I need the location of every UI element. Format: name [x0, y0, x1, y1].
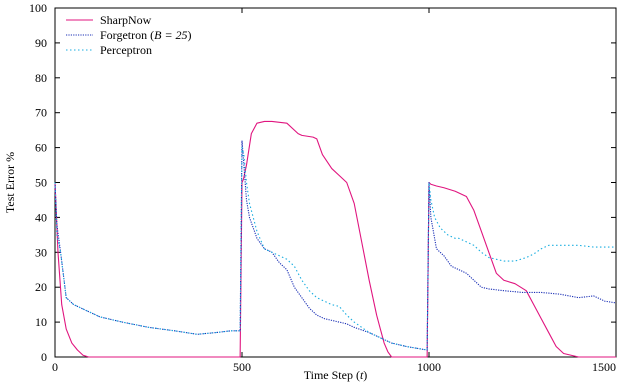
y-tick-label: 100	[29, 1, 47, 15]
y-tick-label: 20	[35, 280, 47, 294]
legend-label-perceptron: Perceptron	[100, 43, 152, 57]
x-axis-title-close: )	[363, 368, 367, 382]
series-line-forgetron	[54, 140, 617, 351]
x-tick-label: 1500	[592, 360, 616, 374]
y-tick-label: 0	[41, 350, 47, 364]
legend-label-text: Perceptron	[100, 43, 152, 57]
x-axis-title: Time Step (t)	[304, 368, 368, 382]
y-tick-label: 40	[35, 210, 47, 224]
x-tick-label: 1000	[417, 360, 441, 374]
x-axis-title-text: Time Step (	[304, 368, 360, 382]
series-line-sharpnow	[54, 120, 616, 358]
series-line-perceptron	[54, 147, 616, 351]
y-tick-label: 60	[35, 141, 47, 155]
plot-frame	[54, 7, 617, 358]
y-axis-title: Test Error %	[3, 152, 17, 213]
axis-labels: Test Error % Time Step (t)	[3, 152, 367, 382]
y-tick-label: 70	[35, 106, 47, 120]
y-tick-label: 90	[35, 36, 47, 50]
series-lines	[54, 120, 617, 358]
legend-label-close: )	[188, 28, 192, 42]
y-tick-label: 50	[35, 176, 47, 190]
legend-label-sharpnow: SharpNow	[100, 13, 152, 27]
legend-label-math: B = 25	[154, 28, 187, 42]
legend-label-forgetron: Forgetron (B = 25)	[100, 28, 192, 42]
x-tick-label: 500	[233, 360, 251, 374]
x-axis-title-var: t	[360, 368, 364, 382]
x-tick-label: 0	[52, 360, 58, 374]
y-tick-label: 30	[35, 245, 47, 259]
y-tick-label: 10	[35, 315, 47, 329]
legend-label-text: SharpNow	[100, 13, 152, 27]
y-tick-label: 80	[35, 71, 47, 85]
legend-label-text: Forgetron (	[100, 28, 154, 42]
